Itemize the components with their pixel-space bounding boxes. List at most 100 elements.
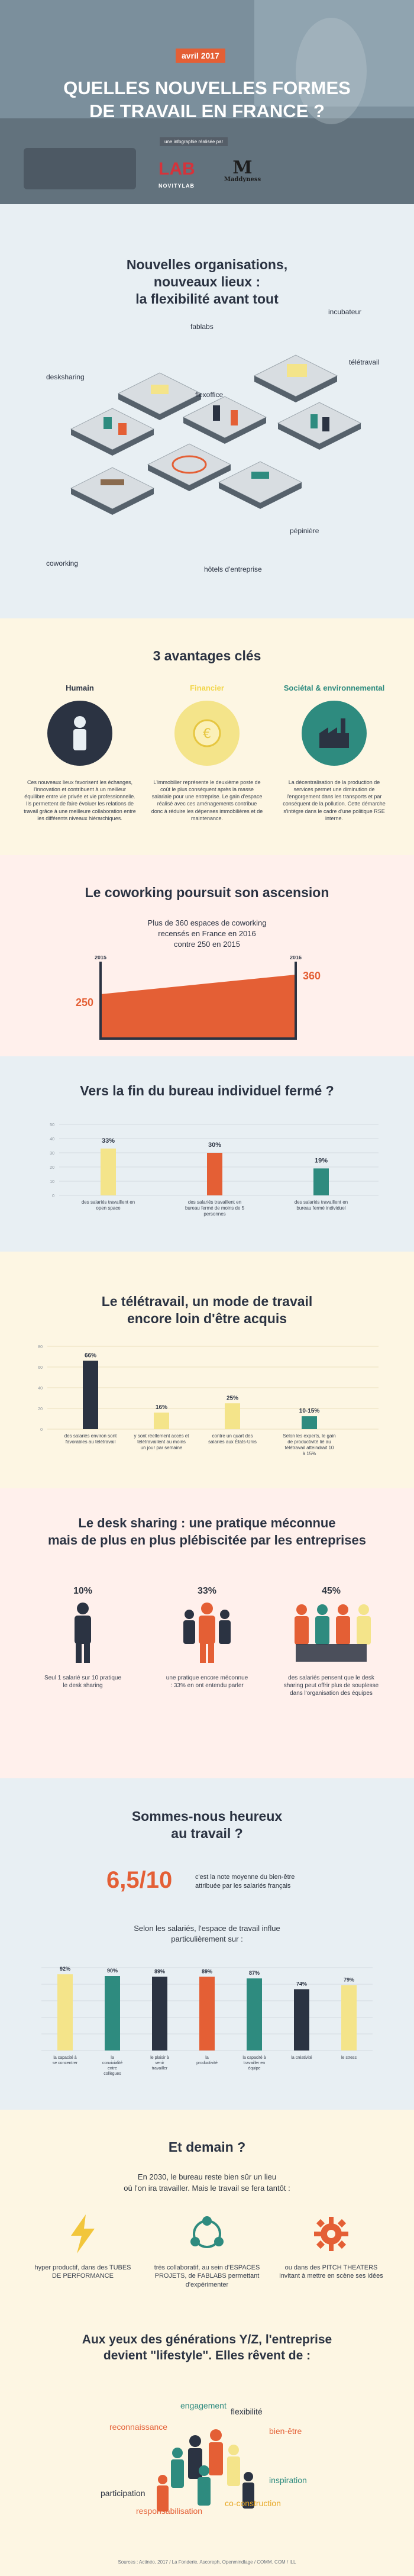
label-fablabs: fablabs bbox=[190, 323, 214, 331]
happiness-subtitle-line: particulièrement sur : bbox=[171, 1935, 243, 1944]
generations-title-line: Aux yeux des générations Y/Z, l'entrepri… bbox=[82, 2333, 332, 2346]
bar bbox=[225, 1403, 240, 1429]
desksharing-text: Seul 1 salarié sur 10 pratique le desk s… bbox=[44, 1675, 122, 1689]
y-tick-label: 0 bbox=[52, 1194, 54, 1198]
isometric-illustration bbox=[70, 354, 362, 515]
category-label: contre un quart des salariés aux États-Un… bbox=[208, 1433, 257, 1445]
advantage-heading: Humain bbox=[66, 684, 94, 692]
word-engagement: engagement bbox=[180, 2401, 227, 2410]
data-label: 89% bbox=[154, 1968, 165, 1974]
bar bbox=[57, 1974, 73, 2051]
bar bbox=[313, 1168, 329, 1195]
happiness-subtitle: Selon les salariés, l'espace de travail … bbox=[0, 1923, 414, 1945]
data-label: 19% bbox=[315, 1157, 328, 1164]
y-tick-label: 60 bbox=[38, 1366, 43, 1370]
category-label: le plaisir à venir travailler bbox=[150, 2056, 169, 2071]
advantage-text: L'immobilier représente le deuxième post… bbox=[151, 779, 263, 821]
workspace-influence-chart: 92% la capacité à se concentrer 90% la conviv… bbox=[41, 1966, 373, 2076]
data-label: 89% bbox=[202, 1968, 212, 1974]
bar bbox=[83, 1360, 98, 1429]
hero-title-line2: DE TRAVAIL EN FRANCE ? bbox=[89, 100, 325, 121]
advantage-societal: Sociétal & environnemental La décentrali… bbox=[278, 684, 390, 822]
happiness-score: 6,5/10 bbox=[106, 1867, 173, 1893]
euro-coin-icon: € bbox=[174, 701, 240, 766]
label-incubateur: incubateur bbox=[328, 308, 362, 316]
desksharing-pct: 33% bbox=[197, 1586, 217, 1596]
maddyness-logo-text: Maddyness bbox=[224, 176, 261, 183]
tomorrow-title: Et demain ? bbox=[168, 2139, 246, 2155]
advantage-text: Ces nouveaux lieux favorisent les échang… bbox=[24, 779, 136, 821]
tomorrow-col-collaborative: très collaboratif, au sein d'ESPACES PRO… bbox=[154, 2213, 260, 2289]
label-pepiniere: pépinière bbox=[290, 527, 319, 535]
data-label: 90% bbox=[107, 1968, 118, 1974]
maddyness-logo-mark: M bbox=[232, 157, 253, 178]
tomorrow-intro-line: où l'on ira travailler. Mais le travail … bbox=[124, 2183, 290, 2193]
svg-text:€: € bbox=[203, 727, 211, 741]
coworking-desc-line: recensés en France en 2016 bbox=[158, 929, 256, 939]
tomorrow-col-text: très collaboratif, au sein d'ESPACES PRO… bbox=[154, 2264, 260, 2288]
category-label: la convivialité entre collègues bbox=[102, 2056, 122, 2076]
organizations-title: Nouvelles organisations, nouveaux lieux … bbox=[0, 256, 414, 307]
novitylab-logo-mark: LAB bbox=[159, 159, 195, 179]
organizations-title-line: Nouvelles organisations, bbox=[126, 257, 288, 272]
desksharing-title-line: mais de plus en plus plébiscitée par les… bbox=[48, 1532, 366, 1547]
y-tick-label: 20 bbox=[38, 1407, 43, 1411]
bar bbox=[154, 1413, 169, 1429]
data-label: 33% bbox=[102, 1137, 115, 1144]
hero-subtitle: une infographie réalisée par bbox=[160, 137, 228, 146]
category-label: des salariés travaillent en open space bbox=[82, 1200, 135, 1211]
category-label: y sont réellement accès et télétravaillen… bbox=[134, 1433, 190, 1450]
category-label: des salariés environ sont favorables au t… bbox=[64, 1433, 117, 1445]
office-bar-chart: 50 40 30 20 10 0 33% des salariés travaillent e… bbox=[50, 1123, 379, 1217]
novitylab-logo-text: NOVITYLAB bbox=[159, 183, 195, 189]
happiness-score-text: c'est la note moyenne du bien-être attri… bbox=[195, 1874, 295, 1890]
telework-title: Le télétravail, un mode de travail encor… bbox=[0, 1293, 414, 1327]
data-label: 30% bbox=[208, 1142, 221, 1149]
data-label: 87% bbox=[249, 1970, 260, 1976]
y-tick-label: 40 bbox=[38, 1387, 43, 1391]
bar bbox=[101, 1148, 116, 1195]
telework-title-line: encore loin d'être acquis bbox=[127, 1310, 287, 1326]
label-hotels-entreprise: hôtels d'entreprise bbox=[204, 565, 262, 573]
bar bbox=[207, 1153, 222, 1195]
word-flexibilite: flexibilité bbox=[231, 2407, 263, 2416]
hero-title: QUELLES NOUVELLES FORMES DE TRAVAIL EN F… bbox=[0, 77, 414, 123]
y-tick-label: 30 bbox=[50, 1152, 54, 1156]
three-people-icon bbox=[183, 1603, 231, 1663]
advantages-section: 3 avantages clés Humain Ces nouveaux lie… bbox=[0, 618, 414, 855]
desksharing-title-line: Le desk sharing : une pratique méconnue bbox=[78, 1516, 336, 1530]
word-bien-etre: bien-être bbox=[269, 2426, 302, 2436]
office-title: Vers la fin du bureau individuel fermé ? bbox=[80, 1083, 334, 1098]
desksharing-text: une pratique encore méconnue : 33% en on… bbox=[166, 1675, 248, 1689]
y-tick-label: 20 bbox=[50, 1166, 54, 1170]
category-label: la créativité bbox=[291, 2056, 312, 2060]
desksharing-section: Le desk sharing : une pratique méconnue … bbox=[0, 1488, 414, 1778]
desksharing-group-2: 33% une pratique encore méconnue : 33% e… bbox=[166, 1586, 248, 1690]
coworking-area-chart: 2015 2016 250 360 bbox=[76, 956, 321, 1040]
bar bbox=[199, 1977, 215, 2051]
label-flexoffice: flexoffice bbox=[195, 391, 224, 399]
generations-title: Aux yeux des générations Y/Z, l'entrepri… bbox=[0, 2332, 414, 2364]
coworking-title: Le coworking poursuit son ascension bbox=[85, 885, 329, 900]
word-reconnaissance: reconnaissance bbox=[109, 2422, 168, 2432]
telework-section: Le télétravail, un mode de travail encor… bbox=[0, 1252, 414, 1488]
sources-footer: Sources : Actinéo, 2017 / La Fonderie, A… bbox=[118, 2559, 296, 2565]
bar bbox=[341, 1985, 357, 2051]
word-participation: participation bbox=[101, 2488, 145, 2498]
advantage-heading: Sociétal & environnemental bbox=[283, 684, 385, 692]
happiness-title: Sommes-nous heureux au travail ? bbox=[0, 1808, 414, 1842]
year-label: 2016 bbox=[290, 956, 302, 960]
happiness-section: Sommes-nous heureux au travail ? 6,5/10 … bbox=[0, 1778, 414, 2110]
maddyness-logo: M Maddyness bbox=[219, 157, 266, 183]
category-label: le stress bbox=[341, 2056, 357, 2060]
bar bbox=[105, 1976, 120, 2051]
novitylab-logo: LAB NOVITYLAB bbox=[159, 159, 206, 194]
advantage-heading: Financier bbox=[190, 684, 224, 692]
happiness-title-line: Sommes-nous heureux bbox=[131, 1808, 283, 1824]
tomorrow-section: Et demain ? En 2030, le bureau reste bie… bbox=[0, 2110, 414, 2576]
tomorrow-intro-line: En 2030, le bureau reste bien sûr un lie… bbox=[137, 2172, 277, 2181]
category-label: la capacité à travailler en équipe bbox=[242, 2056, 266, 2071]
tomorrow-col-pitch: ou dans des PITCH THEATERS invitant à me… bbox=[278, 2213, 384, 2281]
telework-bar-chart: 80 60 40 20 0 66% des salariés environ sont fav… bbox=[38, 1345, 379, 1456]
data-label: 66% bbox=[85, 1353, 96, 1359]
